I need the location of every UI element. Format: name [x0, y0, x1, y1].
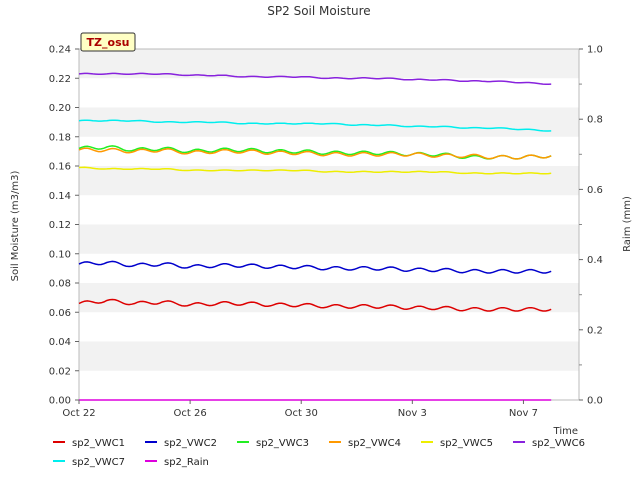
- tz-badge-box: [80, 32, 136, 52]
- y-tick-label: 0.18: [49, 132, 71, 143]
- y-tick-label: 0.22: [49, 74, 71, 85]
- grid-band: [79, 136, 579, 166]
- series-line-sp2_VWC7: [78, 119, 552, 132]
- y-tick-label: 0.20: [49, 103, 71, 114]
- chart-title: SP2 Soil Moisture: [267, 4, 370, 18]
- y2-tick-label: 1.0: [587, 45, 603, 56]
- legend-label: sp2_VWC4: [348, 438, 401, 449]
- y-tick-label: 0.04: [49, 337, 71, 348]
- grid-band: [79, 166, 579, 196]
- legend-label: sp2_VWC1: [72, 438, 125, 449]
- series-line-sp2_VWC5: [78, 166, 552, 175]
- grid-band: [79, 341, 579, 371]
- grid-band: [79, 224, 579, 254]
- y2-axis-ticks: 0.0 0.2 0.4 0.6 0.8 1.0: [579, 45, 603, 407]
- x-tick-label: Nov 7: [509, 408, 538, 419]
- legend-label: sp2_VWC3: [256, 438, 309, 449]
- series-line-sp2_VWC1: [78, 298, 552, 312]
- x-tick-label: Oct 30: [285, 408, 318, 419]
- legend-label: sp2_Rain: [164, 457, 209, 468]
- y2-axis-label: Raim (mm): [622, 196, 633, 252]
- series-line-sp2_VWC2: [78, 260, 552, 274]
- y-tick-label: 0.08: [49, 279, 71, 290]
- series-line-sp2_VWC3: [78, 145, 552, 160]
- x-axis-label: Time: [553, 426, 578, 437]
- y-tick-label: 0.00: [49, 396, 71, 407]
- y-tick-label: 0.24: [49, 45, 71, 56]
- y-tick-label: 0.12: [49, 220, 71, 231]
- legend-label: sp2_VWC2: [164, 438, 217, 449]
- y2-tick-label: 0.6: [587, 185, 603, 196]
- y2-tick-label: 0.2: [587, 325, 603, 336]
- y-tick-label: 0.06: [49, 308, 71, 319]
- y-axis-label: Soil Moisture (m3/m3): [10, 171, 21, 282]
- series-line-sp2_VWC6: [78, 72, 552, 85]
- y-tick-label: 0.10: [49, 249, 71, 260]
- y-axis-ticks: 0.00 0.02 0.04 0.06 0.08 0.10 0.12 0.14 0.16 0.18…: [49, 45, 79, 407]
- series-layer: [78, 72, 552, 401]
- grid-band: [79, 195, 579, 225]
- x-tick-label: Oct 26: [174, 408, 207, 419]
- grid-band: [79, 78, 579, 108]
- grid-band: [79, 283, 579, 313]
- legend-label: sp2_VWC5: [440, 438, 493, 449]
- grid-bands: [79, 49, 579, 400]
- y-tick-label: 0.14: [49, 191, 71, 202]
- series-line-sp2_VWC4: [78, 147, 552, 160]
- x-tick-label: Nov 3: [398, 408, 427, 419]
- tz-badge-text: TZ_osu: [87, 36, 130, 49]
- y-tick-label: 0.16: [49, 162, 71, 173]
- tz-badge: TZ_osu: [80, 32, 136, 52]
- y2-tick-label: 0.0: [587, 396, 603, 407]
- grid-band: [79, 312, 579, 342]
- x-tick-label: Oct 22: [62, 408, 95, 419]
- legend-label: sp2_VWC6: [532, 438, 585, 449]
- y2-tick-label: 0.4: [587, 255, 603, 266]
- legend: sp2_VWC1 sp2_VWC2 sp2_VWC3 sp2_VWC4 sp2_VWC5…: [53, 438, 585, 468]
- y-tick-label: 0.02: [49, 366, 71, 377]
- x-axis-ticks: Oct 22 Oct 26 Oct 30 Nov 3 Nov 7: [62, 400, 538, 419]
- grid-band: [79, 370, 579, 400]
- legend-label: sp2_VWC7: [72, 457, 125, 468]
- y2-tick-label: 0.8: [587, 115, 603, 126]
